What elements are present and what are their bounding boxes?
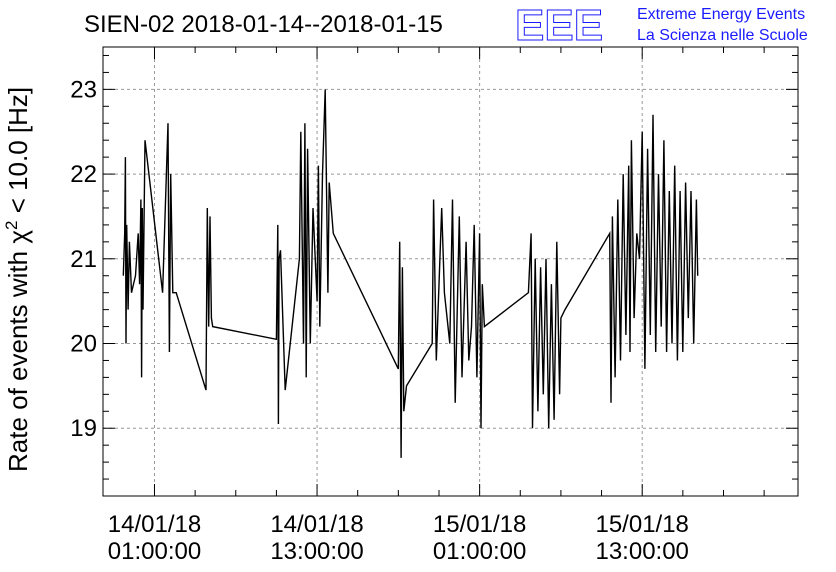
y-tick-label: 21 xyxy=(70,246,97,273)
y-tick-label: 23 xyxy=(70,76,97,103)
x-tick-labels: 14/01/1801:00:0014/01/1813:00:0015/01/18… xyxy=(108,511,689,565)
plot-frame xyxy=(102,46,799,497)
x-tick-label-date: 15/01/18 xyxy=(595,511,688,538)
y-axis-label: Rate of events with χ2 < 10.0 [Hz] xyxy=(2,87,33,472)
x-tick-label-date: 15/01/18 xyxy=(433,511,526,538)
x-tick-label-time: 13:00:00 xyxy=(595,538,688,565)
y-axis-label-chi: χ xyxy=(3,230,33,244)
x-tick-label-date: 14/01/18 xyxy=(108,511,201,538)
x-tick-label-time: 13:00:00 xyxy=(270,538,363,565)
y-axis-label-superscript: 2 xyxy=(2,221,21,230)
chart-title: SIEN-02 2018-01-14--2018-01-15 xyxy=(84,11,443,38)
axis-ticks xyxy=(103,47,798,497)
logo-eee: EEE xyxy=(515,1,603,50)
y-axis-label-suffix: < 10.0 [Hz] xyxy=(3,87,33,221)
x-tick-label-date: 14/01/18 xyxy=(270,511,363,538)
y-tick-label: 19 xyxy=(70,415,97,442)
x-tick-label-time: 01:00:00 xyxy=(108,538,201,565)
logo-line1: Extreme Energy Events xyxy=(637,6,805,23)
eee-logo: EEE Extreme Energy Events La Scienza nel… xyxy=(515,1,808,51)
y-tick-label: 22 xyxy=(70,161,97,188)
logo-line2: La Scienza nelle Scuole xyxy=(637,27,808,44)
y-tick-label: 20 xyxy=(70,331,97,358)
rate-series-line xyxy=(122,89,699,458)
y-axis-label-prefix: Rate of events with xyxy=(3,244,33,472)
y-tick-labels: 19 20 21 22 23 xyxy=(70,76,97,442)
series-layer xyxy=(122,89,699,458)
x-tick-label-time: 01:00:00 xyxy=(433,538,526,565)
